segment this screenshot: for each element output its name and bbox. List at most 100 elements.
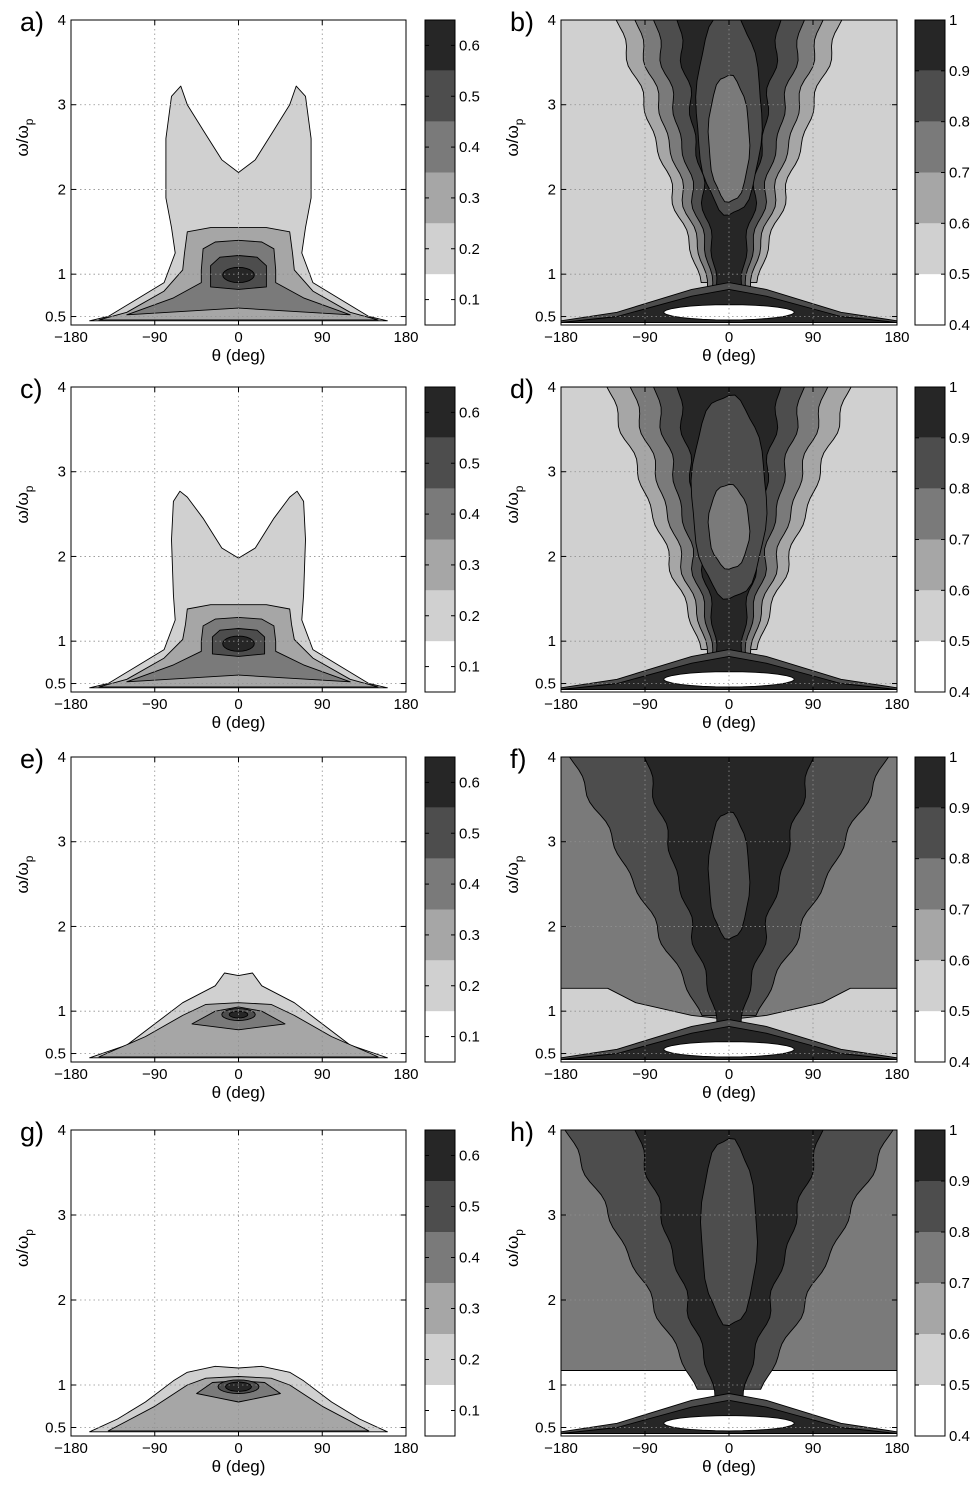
y-tick-label: 1 xyxy=(58,1003,66,1020)
colorbar-tick-label: 0.5 xyxy=(949,266,970,283)
contour-band-6 xyxy=(707,74,751,203)
x-tick-label: 90 xyxy=(805,329,822,346)
colorbar-tick-label: 0.1 xyxy=(459,1403,480,1420)
x-tick-label: 90 xyxy=(314,329,331,346)
panel-letter: g) xyxy=(20,1117,44,1147)
colorbar-tick-label: 0.6 xyxy=(459,404,480,421)
colorbar-tick-label: 0.4 xyxy=(459,1250,480,1267)
x-axis-label: θ (deg) xyxy=(212,1083,266,1102)
colorbar-swatch xyxy=(425,437,455,489)
colorbar-frame xyxy=(424,19,456,326)
y-tick-label: 4 xyxy=(58,12,66,29)
x-tick-label: 90 xyxy=(314,1066,331,1083)
x-tick-label: 180 xyxy=(393,1440,418,1457)
colorbar-swatch xyxy=(425,858,455,910)
colorbar-tick-label: 0.5 xyxy=(459,1199,480,1216)
colorbar-tick-label: 0.6 xyxy=(949,952,970,969)
y-tick-label: 4 xyxy=(548,749,556,766)
colorbar: 0.4 0.5 0.6 0.7 0.8 0.9 1 xyxy=(914,12,970,334)
x-tick-label: 180 xyxy=(884,1066,909,1083)
x-tick-label: 180 xyxy=(393,696,418,713)
x-tick-label: 90 xyxy=(805,1066,822,1083)
x-tick-label: −90 xyxy=(142,696,167,713)
x-tick-label: 0 xyxy=(234,1066,242,1083)
colorbar: 0.1 0.2 0.3 0.4 0.5 0.6 xyxy=(424,19,480,326)
y-tick-label: 1 xyxy=(548,1377,556,1394)
y-axis-label-subscript: p xyxy=(22,855,36,862)
colorbar-swatch xyxy=(915,807,945,859)
y-tick-label: 4 xyxy=(58,379,66,396)
colorbar-tick-label: 0.7 xyxy=(949,1275,970,1292)
colorbar-tick-label: 0.4 xyxy=(949,684,970,701)
x-tick-label: −90 xyxy=(142,1440,167,1457)
colorbar-tick-label: 0.6 xyxy=(459,774,480,791)
x-axis-label: θ (deg) xyxy=(212,713,266,732)
colorbar-swatch xyxy=(915,1334,945,1385)
x-tick-label: 0 xyxy=(725,696,733,713)
y-tick-label: 0.5 xyxy=(45,1420,66,1437)
colorbar-tick-label: 0.9 xyxy=(949,63,970,80)
colorbar-tick-label: 0.3 xyxy=(459,557,480,574)
colorbar-swatch xyxy=(425,590,455,642)
colorbar-tick-label: 0.1 xyxy=(459,292,480,309)
y-tick-label: 3 xyxy=(548,834,556,851)
y-tick-label: 0.5 xyxy=(45,309,66,326)
y-tick-label: 3 xyxy=(548,97,556,114)
y-tick-label: 3 xyxy=(548,464,556,481)
y-tick-label: 3 xyxy=(58,464,66,481)
y-axis-label-subscript: p xyxy=(512,485,526,492)
colorbar-tick-label: 0.4 xyxy=(459,139,480,156)
colorbar-swatch xyxy=(915,1232,945,1283)
x-tick-label: −180 xyxy=(54,1440,88,1457)
x-tick-label: −180 xyxy=(54,1066,88,1083)
colorbar-tick-label: 0.5 xyxy=(949,1003,970,1020)
y-axis-label: ω/ωp xyxy=(503,855,526,893)
colorbar-tick-label: 0.2 xyxy=(459,241,480,258)
colorbar-swatch xyxy=(425,641,455,692)
y-axis-label-subscript: p xyxy=(22,1229,36,1236)
y-tick-label: 0.5 xyxy=(45,676,66,693)
y-tick-label: 1 xyxy=(548,633,556,650)
contour-layer xyxy=(89,972,388,1059)
colorbar-tick-label: 0.6 xyxy=(459,1148,480,1165)
panel-letter: e) xyxy=(20,744,44,774)
colorbar-swatch xyxy=(425,1385,455,1436)
y-axis-label: ω/ωp xyxy=(13,1229,36,1267)
colorbar-tick-label: 0.2 xyxy=(459,1352,480,1369)
colorbar-tick-label: 0.7 xyxy=(949,165,970,182)
colorbar: 0.1 0.2 0.3 0.4 0.5 0.6 xyxy=(424,756,480,1063)
y-tick-label: 1 xyxy=(58,633,66,650)
colorbar-tick-label: 1 xyxy=(949,12,957,29)
colorbar-tick-label: 0.6 xyxy=(949,215,970,232)
colorbar-tick-label: 0.9 xyxy=(949,430,970,447)
x-axis-label: θ (deg) xyxy=(212,346,266,365)
y-tick-label: 1 xyxy=(58,266,66,283)
colorbar-swatch xyxy=(425,121,455,173)
colorbar-swatch xyxy=(425,70,455,122)
y-axis-label-subscript: p xyxy=(512,855,526,862)
colorbar-tick-label: 0.8 xyxy=(949,481,970,498)
contour-band-4 xyxy=(700,1138,758,1326)
colorbar-swatch xyxy=(425,274,455,325)
colorbar-swatch xyxy=(915,757,945,808)
y-tick-label: 2 xyxy=(548,1292,556,1309)
colorbar-frame xyxy=(424,386,456,693)
panel-letter: b) xyxy=(510,7,534,37)
x-axis-label: θ (deg) xyxy=(702,346,756,365)
colorbar-swatch xyxy=(915,641,945,692)
y-axis-label: ω/ωp xyxy=(503,1229,526,1267)
x-tick-label: 90 xyxy=(314,1440,331,1457)
contour-band-9 xyxy=(663,304,795,321)
colorbar-swatch xyxy=(915,1283,945,1334)
panel-letter: f) xyxy=(510,744,527,774)
colorbar-tick-label: 0.2 xyxy=(459,608,480,625)
colorbar-swatch xyxy=(915,121,945,173)
colorbar: 0.1 0.2 0.3 0.4 0.5 0.6 xyxy=(424,386,480,693)
y-tick-label: 1 xyxy=(58,1377,66,1394)
colorbar-tick-label: 0.4 xyxy=(949,317,970,334)
